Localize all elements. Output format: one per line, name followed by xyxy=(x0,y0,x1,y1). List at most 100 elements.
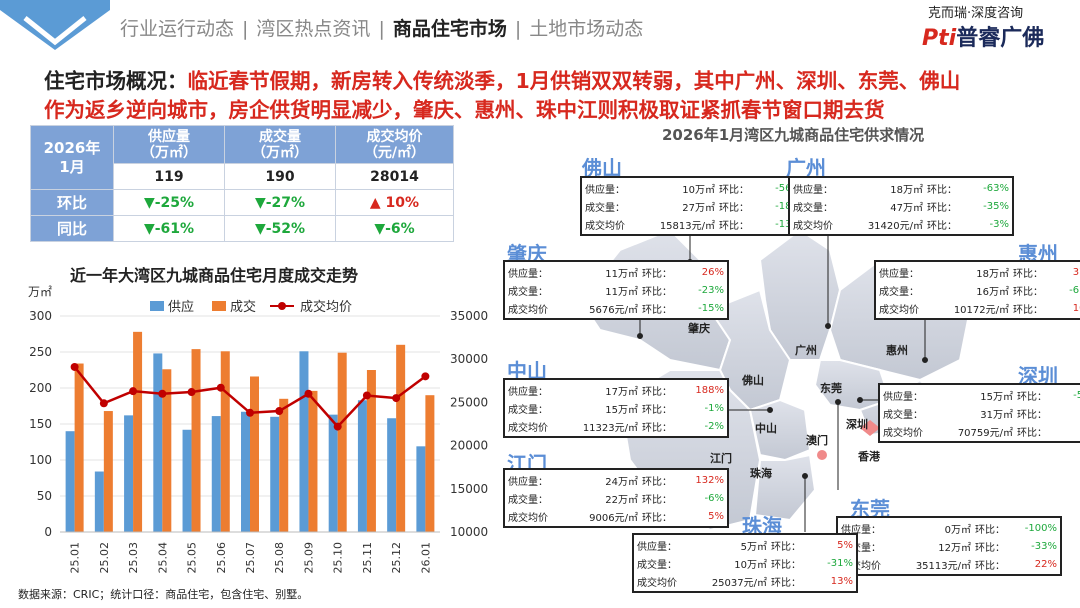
headline-line-2: 作为返乡逆向城市，房企供货明显减少，肇庆、惠州、珠中江则积极取证紧抓春节窗口期去… xyxy=(44,98,885,122)
table-mom-cell: ▼-27% xyxy=(224,189,336,216)
city-row: 成交均价 9006元/㎡ 环比： 5% xyxy=(508,507,724,525)
city-row: 成交量： 47万㎡ 环比： -35% xyxy=(793,197,1009,215)
map-label: 珠海 xyxy=(750,467,772,480)
bar-deal xyxy=(74,363,84,532)
city-row-label: 成交均价 xyxy=(508,422,548,434)
city-row: 成交均价 31420元/㎡ 环比： -3% xyxy=(793,215,1009,233)
city-row-value: 18万㎡ xyxy=(890,184,923,196)
city-row-value: 22万㎡ xyxy=(605,494,638,506)
city-row-label: 供应量： xyxy=(585,184,625,196)
city-mom-label: 环比： xyxy=(975,542,1005,554)
x-tick: 25.09 xyxy=(302,542,315,574)
table-corner: 2026年 1月 xyxy=(30,125,114,190)
summary-table: 2026年 1月 供应量 （万㎡） 成交量 （万㎡） 成交均价 （元/㎡） 11… xyxy=(30,125,454,242)
bar-deal xyxy=(250,376,259,532)
city-mom-label: 环比： xyxy=(719,184,749,196)
mom-arrow-icon: ▼ xyxy=(143,194,155,211)
nav-item[interactable]: 土地市场动态 xyxy=(529,18,644,40)
city-row-value: 15万㎡ xyxy=(980,391,1013,403)
city-row-label: 成交量： xyxy=(508,286,548,298)
city-row-label: 成交均价 xyxy=(879,304,919,316)
legend-swatch xyxy=(150,301,164,311)
y-tick-left: 50 xyxy=(37,489,52,503)
city-row-label: 供应量： xyxy=(508,476,548,488)
table-mom-label: 环比 xyxy=(30,189,114,216)
y-tick-left: 100 xyxy=(29,453,52,467)
city-mom-value: -33% xyxy=(1031,540,1057,552)
y-tick-right: 35000 xyxy=(450,309,488,323)
bar-deal xyxy=(308,390,318,532)
city-row: 成交均价 25037元/㎡ 环比： 13% xyxy=(637,572,853,590)
legend-label: 供应 xyxy=(168,299,194,315)
yoy-text: -52% xyxy=(265,220,306,237)
line-point xyxy=(158,389,167,398)
city-row-label: 成交量： xyxy=(879,286,919,298)
city-mom-value: 26% xyxy=(701,266,724,278)
city-mom-value: -15% xyxy=(698,302,724,314)
city-row-label: 成交量： xyxy=(637,559,677,571)
y-tick-left: 150 xyxy=(29,417,52,431)
x-tick: 25.11 xyxy=(361,542,374,574)
headline-lead: 住宅市场概况： xyxy=(44,69,188,93)
table-yoy-cell: ▼-61% xyxy=(113,215,225,242)
city-row-value: 11万㎡ xyxy=(605,286,638,298)
city-mom-label: 环比： xyxy=(927,202,957,214)
city-row-value: 15万㎡ xyxy=(605,404,638,416)
x-tick: 25.07 xyxy=(244,542,257,574)
table-header-deal: 成交量 （万㎡） xyxy=(224,125,336,164)
city-mom-label: 环比： xyxy=(1013,304,1043,316)
city-row-label: 成交量： xyxy=(841,542,881,554)
y-tick-right: 10000 xyxy=(450,525,488,539)
bar-deal xyxy=(425,395,435,532)
combo-chart: 0 50 100 150 200 250 300 10000 15000 20000 25000 30… xyxy=(28,285,488,574)
nav-item[interactable]: 湾区热点资讯 xyxy=(256,18,371,40)
bar-supply xyxy=(182,429,192,532)
bar-deal xyxy=(162,369,172,532)
x-tick: 25.05 xyxy=(186,542,199,574)
headline-text-1: 临近春节假期，新房转入传统淡季，1月供销双双转弱，其中广州、深圳、东莞、佛山 xyxy=(187,69,961,93)
city-mom-label: 环比： xyxy=(1013,286,1043,298)
bar-deal xyxy=(103,411,113,532)
city-box-zhaoqing: 供应量： 11万㎡ 环比： 26% 成交量： 11万㎡ 环比： -23% 成交均价 5676元/㎡… xyxy=(503,260,729,320)
city-row-value: 0万㎡ xyxy=(944,524,971,536)
city-row: 成交均价 35113元/㎡ 环比： 22% xyxy=(841,555,1057,573)
city-mom-label: 环比： xyxy=(719,202,749,214)
city-row-value: 10万㎡ xyxy=(734,559,767,571)
nav-item[interactable]: 行业运行动态 xyxy=(120,18,235,40)
table-yoy-label: 同比 xyxy=(30,215,114,242)
city-row-value: 5676元/㎡ xyxy=(589,304,638,316)
city-row: 供应量： 24万㎡ 环比： 132% xyxy=(508,471,724,489)
nav-separator: | xyxy=(514,18,522,40)
bar-supply xyxy=(124,415,134,532)
city-box-zhongshan: 供应量： 17万㎡ 环比： 188% 成交量： 15万㎡ 环比： -1% 成交均价 11323元/… xyxy=(503,378,729,438)
line-point xyxy=(275,407,284,416)
nav-item[interactable]: 商品住宅市场 xyxy=(392,18,507,40)
x-tick: 25.08 xyxy=(273,542,286,574)
city-mom-value: -31% xyxy=(827,557,853,569)
city-mom-label: 环比： xyxy=(642,422,672,434)
city-row: 供应量： 0万㎡ 环比： -100% xyxy=(841,519,1057,537)
y-tick-left: 300 xyxy=(29,309,52,323)
city-row-label: 供应量： xyxy=(508,268,548,280)
city-row-value: 11万㎡ xyxy=(605,268,638,280)
city-box-foshan: 供应量：10万㎡环比：-56%成交量：27万㎡环比：-18%成交均价15813元… xyxy=(580,176,806,236)
city-row-label: 供应量： xyxy=(508,386,548,398)
city-row: 成交均价 5676元/㎡ 环比： -15% xyxy=(508,299,724,317)
bar-deal xyxy=(191,349,201,532)
map-label: 江门 xyxy=(710,452,732,465)
y-tick-right: 15000 xyxy=(450,482,488,496)
table-mom-cell: ▼-25% xyxy=(113,189,225,216)
line-point xyxy=(99,399,108,408)
city-mom-label: 环比： xyxy=(642,304,672,316)
city-mom-value: -1% xyxy=(704,402,724,414)
city-row: 成交量： 12万㎡ 环比： -33% xyxy=(841,537,1057,555)
city-mom-label: 环比： xyxy=(719,220,749,232)
bar-supply xyxy=(241,411,250,532)
y-tick-right: 25000 xyxy=(450,395,488,409)
legend-label: 成交均价 xyxy=(300,299,352,315)
line-point xyxy=(421,372,430,381)
x-tick: 25.01 xyxy=(69,542,82,574)
